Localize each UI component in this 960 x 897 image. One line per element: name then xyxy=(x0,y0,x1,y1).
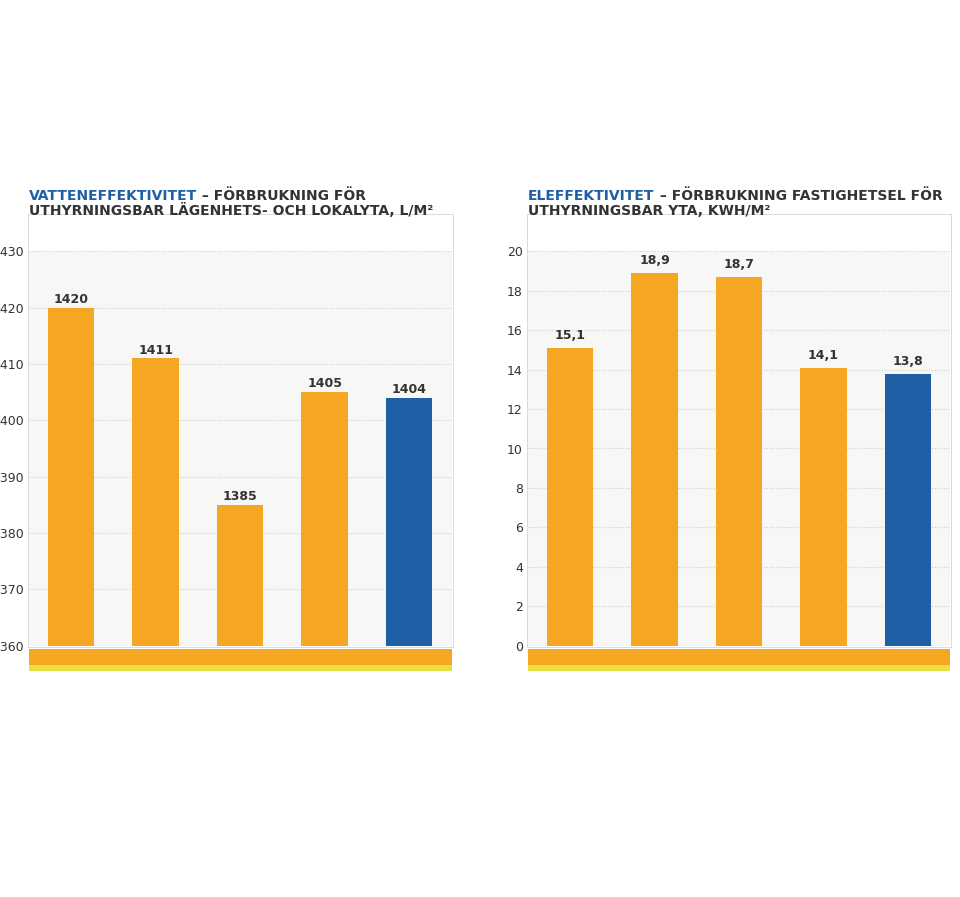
Text: 1404: 1404 xyxy=(392,383,426,396)
Bar xyxy=(386,397,432,897)
Bar xyxy=(885,373,931,646)
Bar xyxy=(301,392,348,897)
Text: ELEFFEKTIVITET: ELEFFEKTIVITET xyxy=(528,189,654,203)
Text: – FÖRBRUKNING FASTIGHETSEL FÖR: – FÖRBRUKNING FASTIGHETSEL FÖR xyxy=(656,189,943,203)
Text: – FÖRBRUKNING FÖR: – FÖRBRUKNING FÖR xyxy=(197,189,366,203)
Text: 18,7: 18,7 xyxy=(724,258,755,271)
Text: UTHYRNINGSBAR YTA, KWH/M²: UTHYRNINGSBAR YTA, KWH/M² xyxy=(528,205,770,218)
Bar xyxy=(716,277,762,646)
Text: 15,1: 15,1 xyxy=(555,329,586,342)
Bar xyxy=(132,358,179,897)
Text: 1405: 1405 xyxy=(307,378,342,390)
Text: 1411: 1411 xyxy=(138,344,173,357)
Text: 14,1: 14,1 xyxy=(808,349,839,361)
Text: VATTENEFFEKTIVITET: VATTENEFFEKTIVITET xyxy=(29,189,197,203)
Bar xyxy=(217,505,263,897)
Text: 18,9: 18,9 xyxy=(639,254,670,267)
Text: 13,8: 13,8 xyxy=(893,354,924,368)
Text: 1420: 1420 xyxy=(54,292,88,306)
Bar xyxy=(632,273,678,646)
Bar xyxy=(48,308,94,897)
Bar xyxy=(547,348,593,646)
Text: 1385: 1385 xyxy=(223,490,257,503)
Text: UTHYRNINGSBAR LÄGENHETS- OCH LOKALYTA, L/M²: UTHYRNINGSBAR LÄGENHETS- OCH LOKALYTA, L… xyxy=(29,204,433,218)
Bar xyxy=(801,368,847,646)
